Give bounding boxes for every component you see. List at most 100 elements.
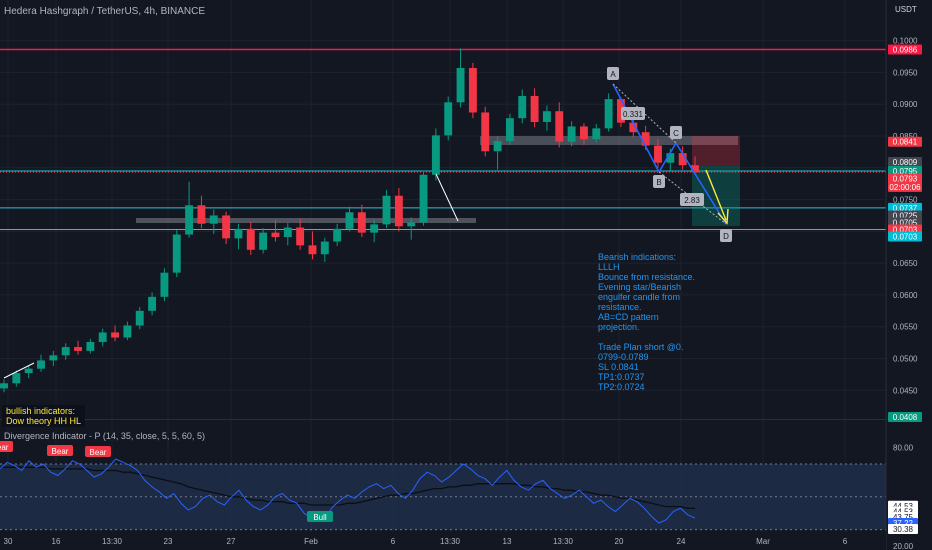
price-tag	[888, 181, 922, 192]
support-zone-box	[136, 218, 476, 223]
price-tag-text: 0.0795	[893, 167, 918, 176]
pattern-point-a	[607, 67, 619, 80]
ratio-label-text: 0.331	[623, 110, 644, 119]
time-tick: Mar	[756, 537, 770, 546]
projection-arrow	[705, 169, 727, 221]
trend-line-bull	[435, 173, 459, 222]
price-tick: 0.0650	[893, 259, 918, 268]
candle-body	[234, 228, 243, 239]
candle-body	[370, 224, 379, 233]
price-tag-text: 02:00:06	[889, 183, 921, 192]
price-tick: 0.0950	[893, 68, 918, 77]
price-tag-text: 0.0703	[893, 225, 918, 234]
candle-body	[518, 95, 527, 119]
candle-body	[444, 102, 453, 136]
currency-label: USDT	[895, 5, 917, 14]
candle-body	[617, 99, 625, 123]
candle-body	[407, 222, 416, 227]
indicator-tick: 80.00	[893, 444, 914, 453]
indicator-tag-text: 37.22	[893, 519, 914, 528]
time-tick: 30	[4, 537, 13, 546]
price-tick: 0.0450	[893, 386, 918, 395]
candle-body	[160, 272, 169, 297]
time-tick: 13	[503, 537, 512, 546]
chart-title: Hedera Hashgraph / TetherUS, 4h, BINANCE	[4, 6, 206, 17]
price-tick: 0.0900	[893, 100, 918, 109]
candle-body	[481, 112, 490, 152]
price-axis-bg	[886, 0, 932, 550]
indicator-tag-text: 30.38	[893, 525, 914, 534]
candle-body	[567, 126, 576, 142]
pattern-label-text: A	[610, 70, 616, 79]
candle-body	[419, 174, 428, 223]
candle-body	[197, 205, 206, 224]
divergence-bear-label	[0, 441, 13, 452]
price-tag-text: 0.0809	[893, 158, 918, 167]
price-tick: 0.0550	[893, 323, 918, 332]
divergence-label-text: Bear	[52, 447, 69, 456]
candle-body	[530, 95, 539, 123]
candle-body	[74, 347, 82, 351]
bullish-notes: bullish indicators: Dow theory HH HL	[2, 405, 86, 427]
candle-body	[123, 325, 132, 338]
time-tick: 13:30	[440, 537, 461, 546]
indicator-line	[0, 458, 696, 524]
time-axis: 30 16 13:30 23 27 Feb 6 13:30 13 13:30 20 24 Mar 6	[0, 532, 886, 550]
candle-body	[345, 212, 354, 229]
resistance-zone-box	[480, 136, 738, 145]
time-tick: Feb	[304, 537, 318, 546]
divergence-label-text: Bear	[0, 443, 9, 452]
price-tag	[888, 44, 922, 55]
price-tag-text: 0.0725	[893, 211, 918, 220]
candle-body	[259, 232, 268, 250]
time-tick: 13:30	[102, 537, 123, 546]
ab-leg	[612, 83, 660, 173]
indicator-tag	[888, 523, 918, 534]
price-tag-text: 0.0737	[893, 204, 918, 213]
price-tag	[888, 136, 922, 147]
bc-leg	[658, 142, 677, 173]
candles	[0, 48, 699, 393]
candle-body	[579, 126, 588, 140]
price-tag	[888, 231, 922, 242]
price-tag	[888, 157, 922, 168]
candle-body	[394, 195, 403, 227]
trend-line-bull	[3, 362, 35, 379]
candle-body	[641, 132, 650, 146]
price-tick: 0.0500	[893, 355, 918, 364]
price-tag-text: 0.0793	[893, 175, 918, 184]
candle-body	[493, 141, 502, 152]
candle-body	[98, 332, 107, 342]
price-axis: USDT0.10000.09500.09000.08500.08000.0750…	[885, 0, 932, 550]
candle-body	[431, 135, 440, 175]
candle-body	[333, 228, 342, 242]
candle-body	[604, 99, 613, 129]
pattern-point-b	[653, 175, 665, 188]
ratio-label	[621, 107, 645, 120]
indicator-tick: 20.00	[893, 542, 914, 550]
candle-body	[505, 118, 514, 142]
price-tick: 0.1000	[893, 37, 918, 46]
horizontal-levels	[0, 48, 886, 230]
candle-body	[61, 347, 70, 356]
price-tag-text: 0.0986	[893, 46, 918, 55]
indicator-tag-text: 43.75	[893, 513, 914, 522]
cd-leg	[675, 142, 727, 225]
candle-body	[308, 245, 317, 255]
pane-divider	[0, 419, 886, 420]
pattern-label-text: B	[656, 178, 661, 187]
pattern-point-c	[670, 126, 682, 139]
candle-body	[209, 215, 218, 224]
candle-body	[185, 205, 194, 235]
price-tick: 0.0850	[893, 132, 918, 141]
ratio-label	[680, 193, 704, 206]
time-tick: 6	[843, 537, 848, 546]
pattern-label-text: C	[673, 129, 679, 138]
candle-body	[0, 383, 8, 389]
candle-body	[691, 165, 699, 173]
candle-body	[629, 122, 638, 133]
divergence-label-text: Bear	[90, 448, 107, 457]
time-tick: 23	[164, 537, 173, 546]
indicator-band	[0, 463, 886, 530]
